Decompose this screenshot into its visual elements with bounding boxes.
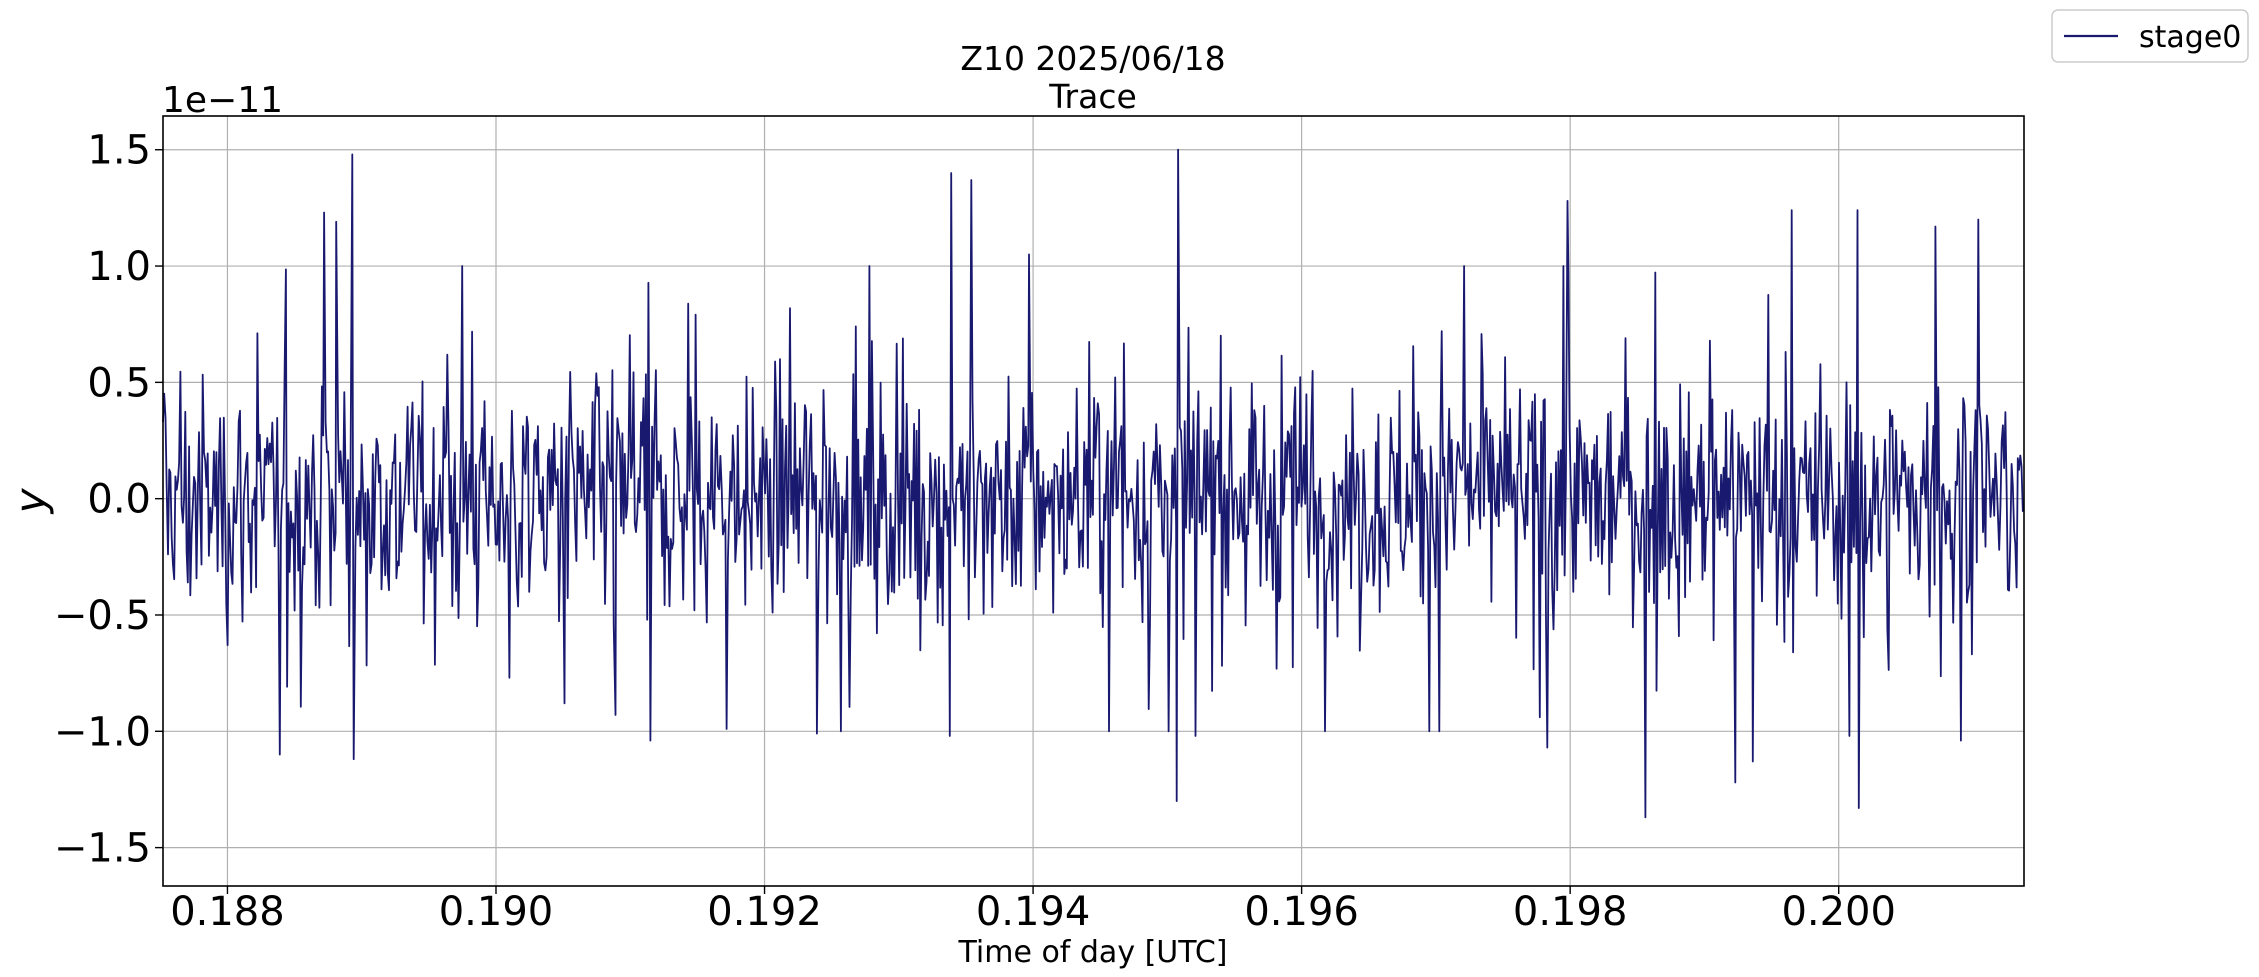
x-tick-label: 0.194	[976, 889, 1091, 935]
y-tick-label: 0.0	[87, 477, 151, 523]
series-layer	[162, 148, 2025, 819]
y-tick-label: −1.5	[54, 826, 151, 872]
x-tick-label: 0.188	[170, 889, 285, 935]
x-axis-label: Time of day [UTC]	[957, 935, 1227, 970]
y-tick-label: 1.0	[87, 244, 151, 290]
x-tick-label: 0.190	[439, 889, 554, 935]
y-tick-label: 0.5	[87, 360, 151, 406]
legend: stage0	[2051, 9, 2249, 63]
chart-title: Z10 2025/06/18	[960, 39, 1225, 78]
x-tick-label: 0.200	[1781, 889, 1896, 935]
y-tick-label: −0.5	[54, 593, 151, 639]
plot-frame	[162, 115, 2025, 887]
y-tick-label: 1.5	[87, 128, 151, 174]
y-tick-label: −1.0	[54, 709, 151, 755]
chart-subtitle: Trace	[1048, 77, 1137, 116]
x-axis: 0.188 0.190 0.192 0.194 0.196 0.198 0.200	[170, 886, 1896, 935]
y-offset-label: 1e−11	[162, 80, 283, 121]
x-tick-label: 0.196	[1244, 889, 1359, 935]
series-line-stage0	[162, 148, 2025, 819]
y-axis-label: y	[6, 487, 55, 515]
x-tick-label: 0.198	[1513, 889, 1628, 935]
x-tick-label: 0.192	[707, 889, 822, 935]
legend-box	[2051, 9, 2249, 63]
legend-label-stage0: stage0	[2139, 20, 2241, 55]
y-axis: −1.5 −1.0 −0.5 0.0 0.5 1.0 1.5	[54, 128, 163, 872]
